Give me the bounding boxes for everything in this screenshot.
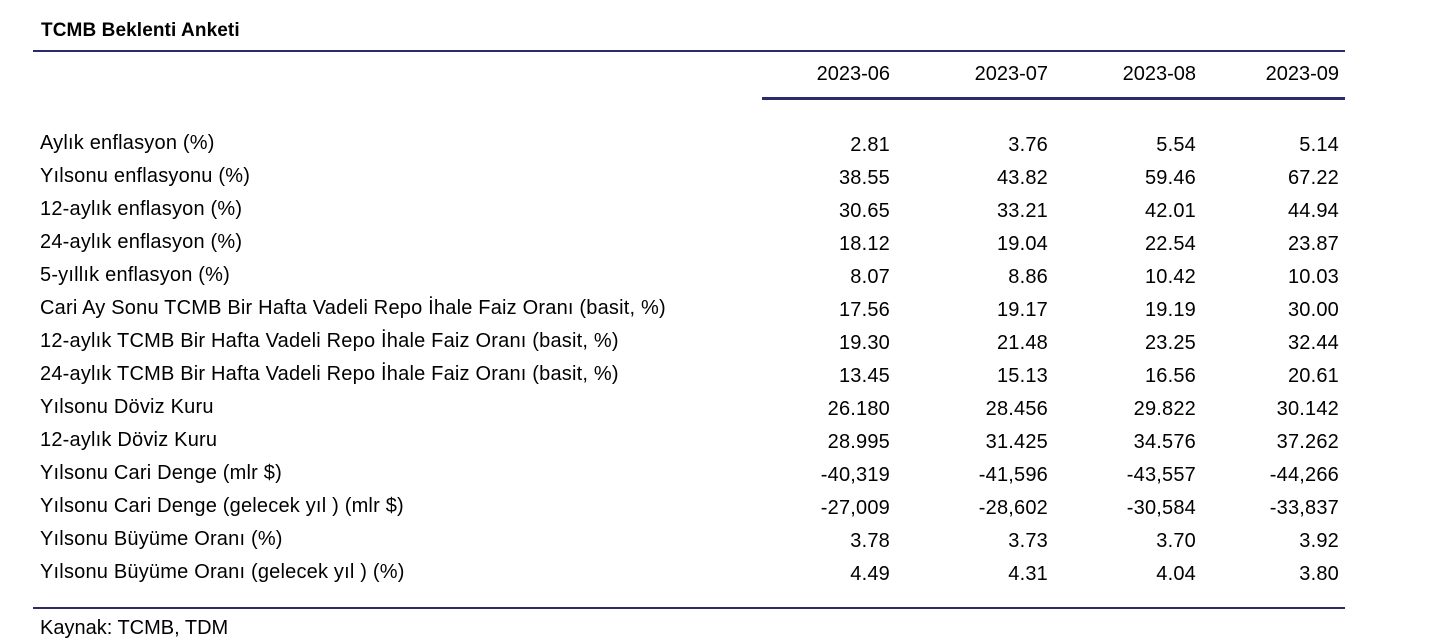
column-header: 2023-09 xyxy=(1265,63,1339,85)
table-cell: 5.54 xyxy=(1156,134,1196,156)
table-cell: 8.86 xyxy=(1008,266,1048,288)
row-label: Yılsonu Büyüme Oranı (%) xyxy=(40,528,283,550)
table-row: 12-aylık Döviz Kuru 28.995 31.425 34.576 37.… xyxy=(0,429,1435,462)
table-cell: 30.142 xyxy=(1276,398,1339,420)
row-label: Yılsonu Cari Denge (mlr $) xyxy=(40,462,282,484)
table-cell: 22.54 xyxy=(1144,233,1196,255)
bottom-rule xyxy=(33,607,1345,609)
table-cell: 16.56 xyxy=(1144,365,1196,387)
table-cell: 43.82 xyxy=(996,167,1048,189)
table-cell: -43,557 xyxy=(1126,464,1196,486)
table-cell: 5.14 xyxy=(1299,134,1339,156)
table-cell: 3.80 xyxy=(1299,563,1339,585)
table-cell: -30,584 xyxy=(1126,497,1196,519)
table-cell: 3.78 xyxy=(850,530,890,552)
table-row: Yılsonu Cari Denge (gelecek yıl ) (mlr $… xyxy=(0,495,1435,528)
table-cell: -28,602 xyxy=(978,497,1048,519)
table-cell: -33,837 xyxy=(1269,497,1339,519)
table-cell: 20.61 xyxy=(1287,365,1339,387)
table-cell: 18.12 xyxy=(838,233,890,255)
table-cell: 59.46 xyxy=(1144,167,1196,189)
table-cell: 19.17 xyxy=(996,299,1048,321)
column-header: 2023-07 xyxy=(974,63,1048,85)
table-cell: 4.49 xyxy=(850,563,890,585)
table-row: Yılsonu Cari Denge (mlr $) -40,319 -41,596… xyxy=(0,462,1435,495)
table-cell: 15.13 xyxy=(996,365,1048,387)
table-row: 12-aylık enflasyon (%) 30.65 33.21 42.01 44.… xyxy=(0,198,1435,231)
table-cell: 8.07 xyxy=(850,266,890,288)
table-cell: 3.92 xyxy=(1299,530,1339,552)
table-row: 12-aylık TCMB Bir Hafta Vadeli Repo İhal… xyxy=(0,330,1435,363)
table-cell: 19.30 xyxy=(838,332,890,354)
table-cell: -27,009 xyxy=(820,497,890,519)
table-cell: 38.55 xyxy=(838,167,890,189)
table-cell: 30.65 xyxy=(838,200,890,222)
table-cell: 31.425 xyxy=(985,431,1048,453)
table-cell: 19.19 xyxy=(1144,299,1196,321)
page-title: TCMB Beklenti Anketi xyxy=(41,20,240,41)
table-cell: 10.03 xyxy=(1287,266,1339,288)
table-cell: -44,266 xyxy=(1269,464,1339,486)
table-cell: 67.22 xyxy=(1287,167,1339,189)
row-label: 24-aylık enflasyon (%) xyxy=(40,231,243,253)
table-cell: 3.76 xyxy=(1008,134,1048,156)
table-row: Aylık enflasyon (%) 2.81 3.76 5.54 5.14 xyxy=(0,132,1435,165)
table-row: 24-aylık TCMB Bir Hafta Vadeli Repo İhal… xyxy=(0,363,1435,396)
table-cell: 21.48 xyxy=(996,332,1048,354)
table-cell: 37.262 xyxy=(1276,431,1339,453)
table-cell: 4.31 xyxy=(1008,563,1048,585)
table-cell: -41,596 xyxy=(978,464,1048,486)
header-rule xyxy=(762,97,1345,100)
row-label: Yılsonu Döviz Kuru xyxy=(40,396,214,418)
table-cell: 32.44 xyxy=(1287,332,1339,354)
table-cell: 2.81 xyxy=(850,134,890,156)
row-label: 12-aylık enflasyon (%) xyxy=(40,198,243,220)
row-label: 12-aylık Döviz Kuru xyxy=(40,429,218,451)
table-cell: 13.45 xyxy=(838,365,890,387)
table-row: 5-yıllık enflasyon (%) 8.07 8.86 10.42 10.03 xyxy=(0,264,1435,297)
table-cell: 30.00 xyxy=(1287,299,1339,321)
table-cell: -40,319 xyxy=(820,464,890,486)
table-cell: 44.94 xyxy=(1287,200,1339,222)
table-cell: 23.87 xyxy=(1287,233,1339,255)
table-cell: 17.56 xyxy=(838,299,890,321)
table-row: Yılsonu Büyüme Oranı (%) 3.78 3.73 3.70 3.92 xyxy=(0,528,1435,561)
row-label: 5-yıllık enflasyon (%) xyxy=(40,264,231,286)
table-cell: 42.01 xyxy=(1144,200,1196,222)
table-cell: 29.822 xyxy=(1133,398,1196,420)
table-cell: 23.25 xyxy=(1144,332,1196,354)
row-label: 24-aylık TCMB Bir Hafta Vadeli Repo İhal… xyxy=(40,363,619,385)
table-row: Cari Ay Sonu TCMB Bir Hafta Vadeli Repo … xyxy=(0,297,1435,330)
column-header: 2023-06 xyxy=(816,63,890,85)
table-cell: 4.04 xyxy=(1156,563,1196,585)
table-row: Yılsonu Büyüme Oranı (gelecek yıl ) (%) 4… xyxy=(0,561,1435,594)
table-cell: 10.42 xyxy=(1144,266,1196,288)
table-row: 24-aylık enflasyon (%) 18.12 19.04 22.54 23.… xyxy=(0,231,1435,264)
row-label: Yılsonu enflasyonu (%) xyxy=(40,165,251,187)
table-cell: 34.576 xyxy=(1133,431,1196,453)
table-cell: 33.21 xyxy=(996,200,1048,222)
table-cell: 28.995 xyxy=(827,431,890,453)
table-cell: 3.70 xyxy=(1156,530,1196,552)
row-label: Yılsonu Cari Denge (gelecek yıl ) (mlr $… xyxy=(40,495,404,517)
table-row: Yılsonu Döviz Kuru 26.180 28.456 29.822 30.1… xyxy=(0,396,1435,429)
table-cell: 28.456 xyxy=(985,398,1048,420)
column-header: 2023-08 xyxy=(1122,63,1196,85)
row-label: Aylık enflasyon (%) xyxy=(40,132,215,154)
table-cell: 3.73 xyxy=(1008,530,1048,552)
row-label: Cari Ay Sonu TCMB Bir Hafta Vadeli Repo … xyxy=(40,297,666,319)
source-note: Kaynak: TCMB, TDM xyxy=(40,617,229,639)
table-cell: 19.04 xyxy=(996,233,1048,255)
table-cell: 26.180 xyxy=(827,398,890,420)
row-label: 12-aylık TCMB Bir Hafta Vadeli Repo İhal… xyxy=(40,330,619,352)
row-label: Yılsonu Büyüme Oranı (gelecek yıl ) (%) xyxy=(40,561,405,583)
top-rule xyxy=(33,50,1345,52)
table-row: Yılsonu enflasyonu (%) 38.55 43.82 59.46 67.… xyxy=(0,165,1435,198)
